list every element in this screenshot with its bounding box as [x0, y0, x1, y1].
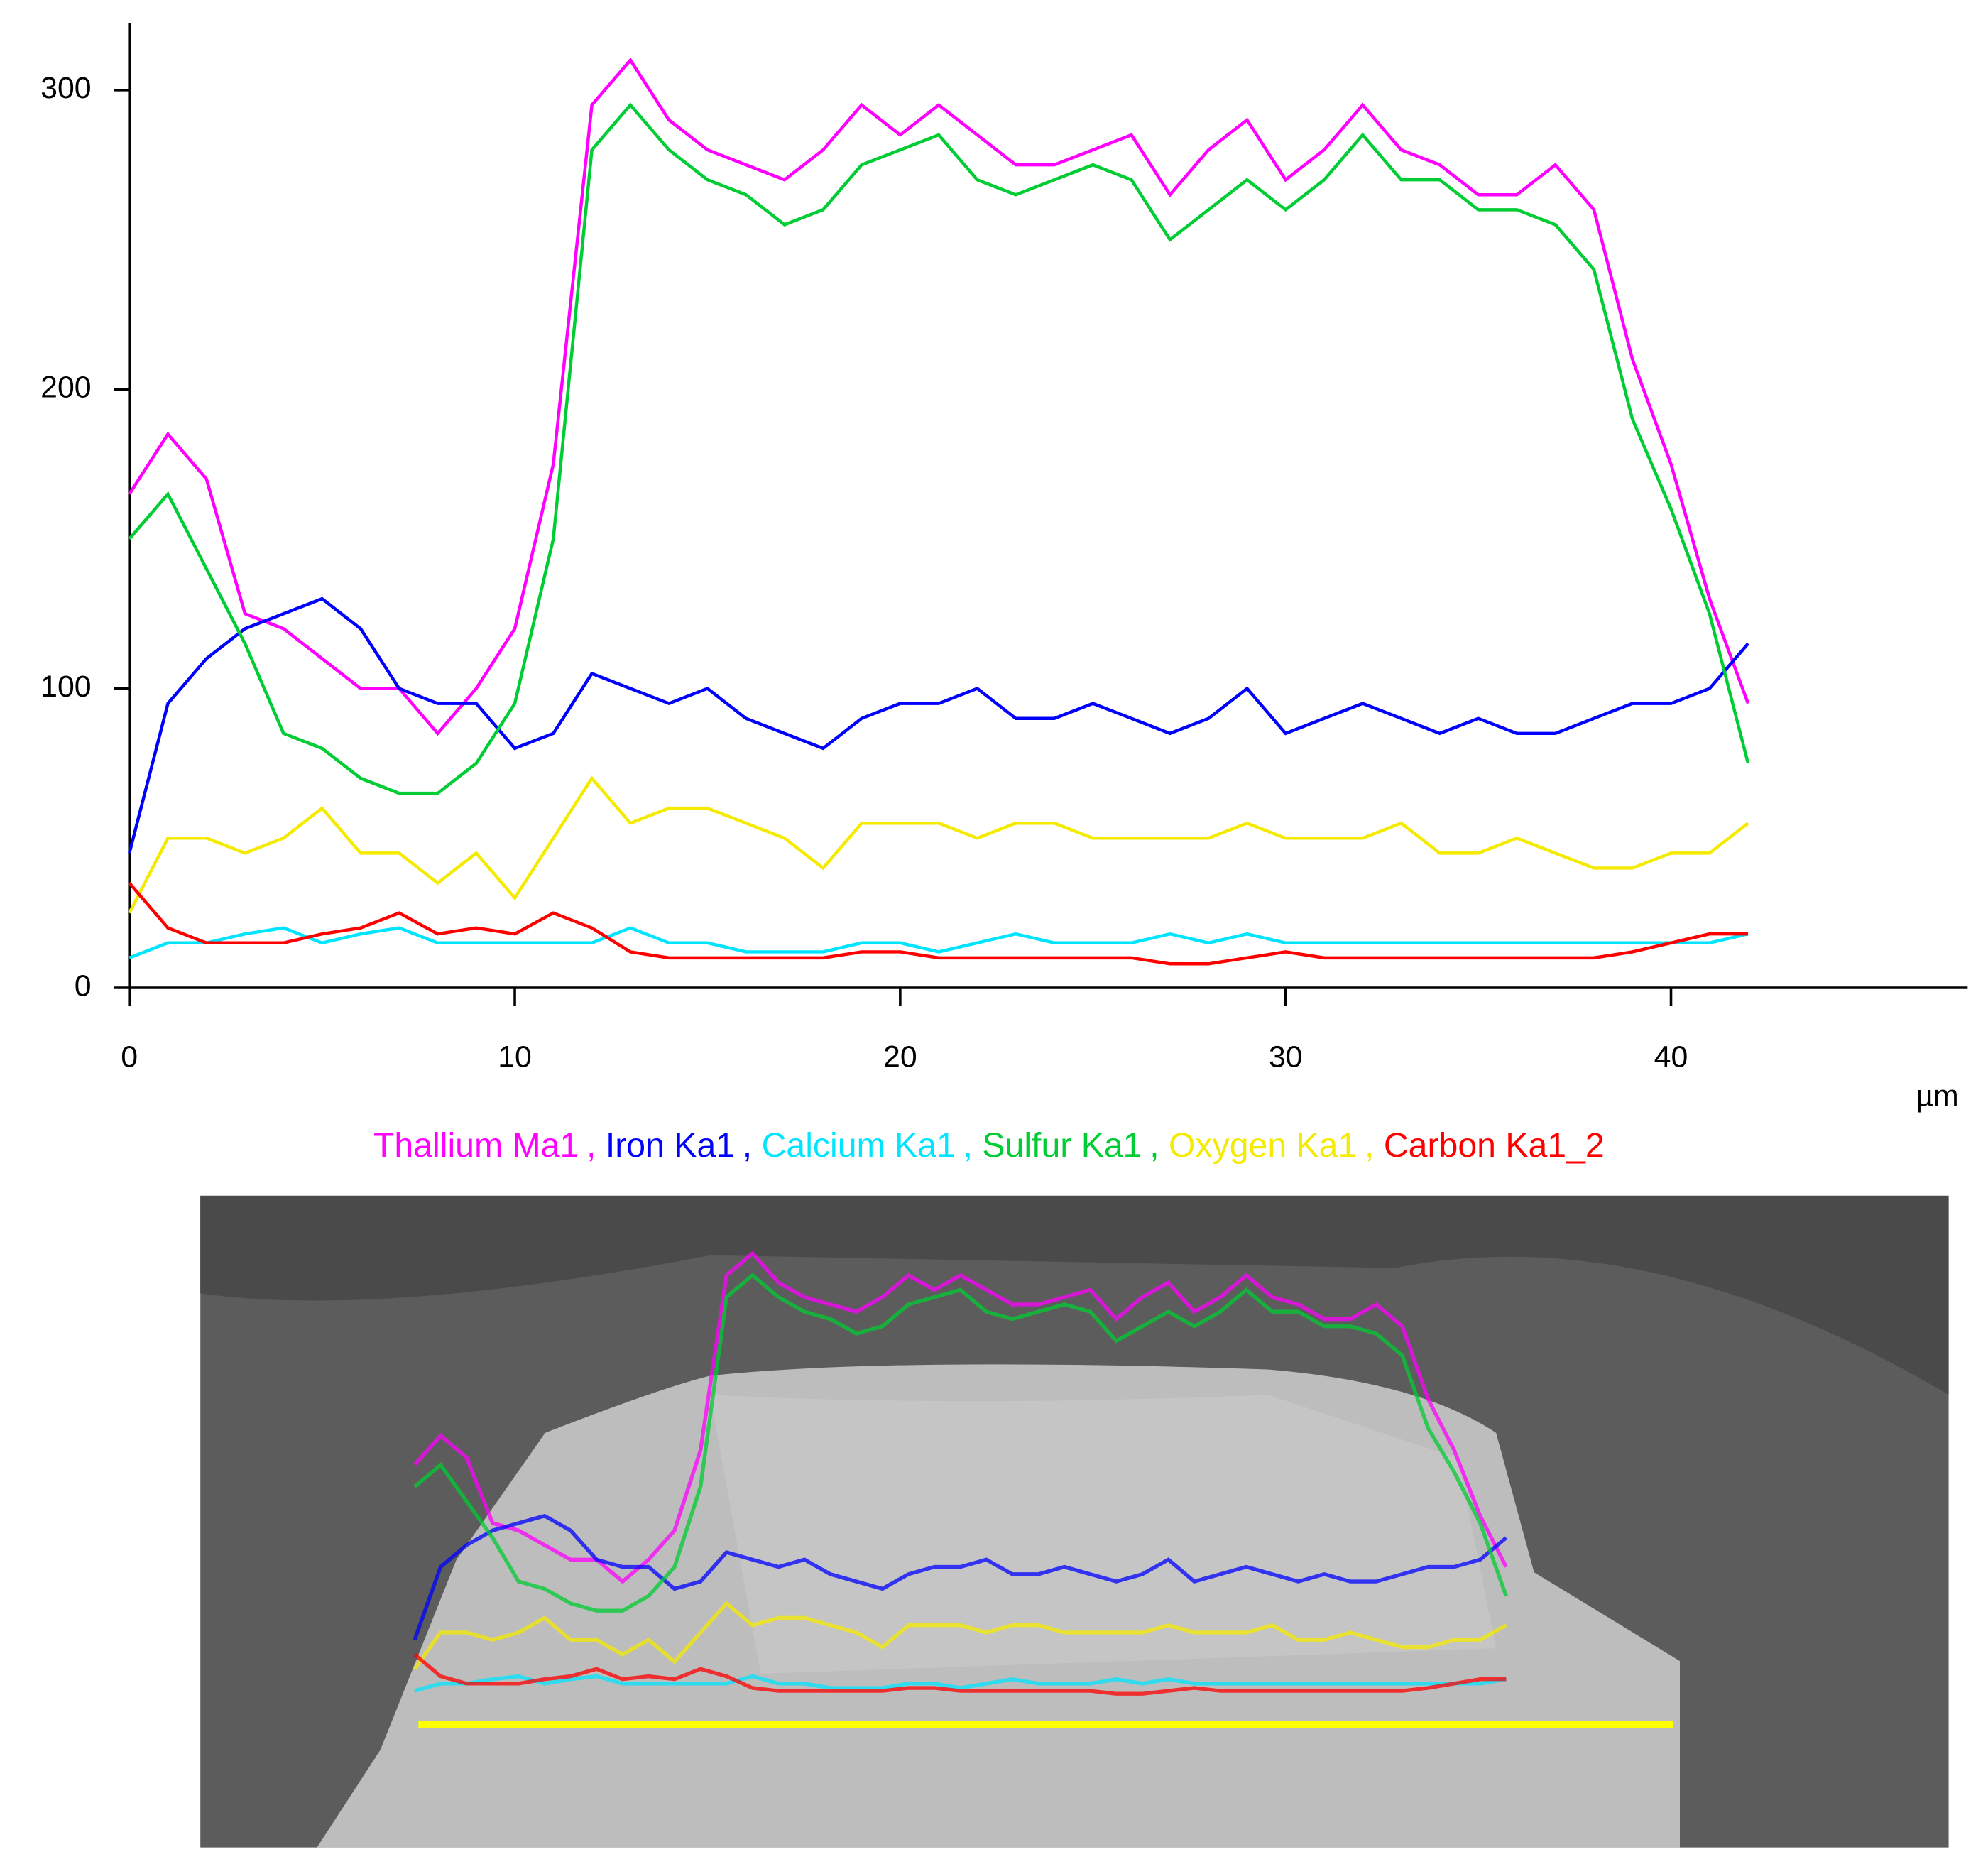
image-overlay-line	[413, 1273, 1508, 1613]
sem-image	[200, 1195, 1949, 1848]
x-tick-label: 10	[498, 1040, 532, 1074]
x-axis-label: µm	[1916, 1079, 1958, 1113]
y-tick-label: 300	[40, 71, 91, 105]
series-line	[128, 596, 1749, 854]
sem-shadow	[200, 1195, 1949, 1395]
legend-separator: ,	[1365, 1126, 1374, 1165]
x-tick-label: 30	[1269, 1040, 1303, 1074]
legend-entry: Thallium Ma1	[373, 1126, 579, 1165]
image-overlay-line	[413, 1601, 1507, 1670]
legend-entry: Sulfur Ka1	[982, 1126, 1142, 1165]
x-tick-label: 0	[121, 1040, 138, 1074]
legend-entry: Oxygen Ka1	[1169, 1126, 1357, 1165]
legend-separator: ,	[1149, 1126, 1159, 1165]
legend-separator: ,	[586, 1126, 596, 1165]
legend-entry: Carbon Ka1_2	[1384, 1126, 1605, 1165]
y-tick-label: 200	[40, 370, 91, 404]
y-tick-label: 100	[40, 670, 91, 704]
legend: Thallium Ma1, Iron Ka1, Calcium Ka1, Sul…	[373, 1126, 1605, 1165]
series-line	[128, 882, 1749, 966]
series-line	[129, 926, 1749, 959]
series-line	[128, 102, 1750, 795]
y-tick-label: 0	[75, 969, 92, 1003]
sem-particle-highlight	[710, 1395, 1497, 1674]
image-overlay-line	[413, 1652, 1507, 1696]
series-line	[128, 775, 1749, 914]
image-overlay-line	[414, 1674, 1507, 1693]
x-tick-label: 40	[1654, 1040, 1688, 1074]
series-line	[128, 57, 1750, 736]
legend-separator: ,	[963, 1126, 973, 1165]
legend-entry: Calcium Ka1	[762, 1126, 956, 1165]
legend-separator: ,	[743, 1126, 752, 1165]
legend-entry: Iron Ka1	[606, 1126, 735, 1165]
image-overlay-line	[413, 1513, 1508, 1641]
x-tick-label: 20	[883, 1040, 917, 1074]
